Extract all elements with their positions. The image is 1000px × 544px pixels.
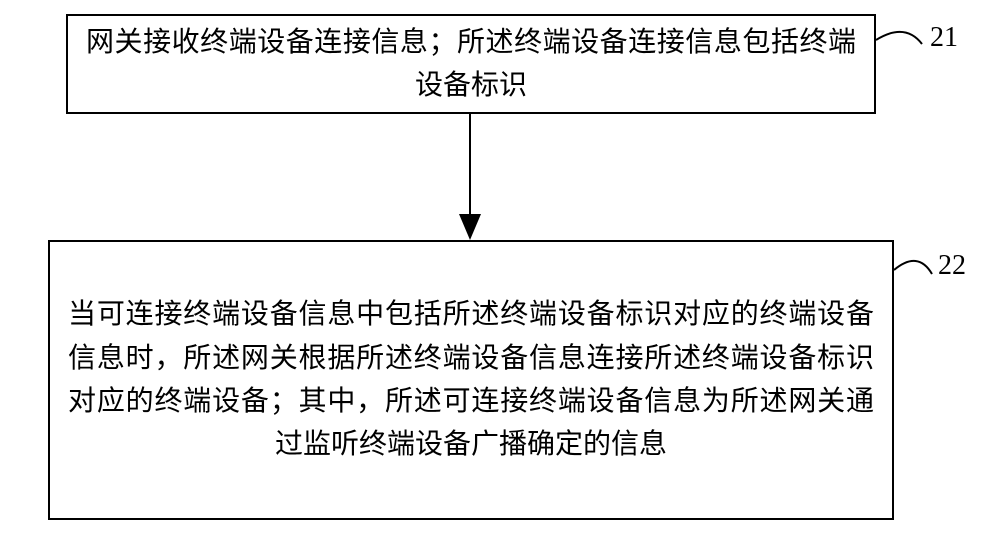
flow-step-2-text: 当可连接终端设备信息中包括所述终端设备标识对应的终端设备信息时，所述网关根据所述… [68, 293, 874, 467]
arrow-down-icon [459, 114, 481, 240]
flow-step-1: 网关接收终端设备连接信息；所述终端设备连接信息包括终端设备标识 [66, 14, 876, 114]
callout-label-22: 22 [938, 250, 966, 282]
flow-step-2: 当可连接终端设备信息中包括所述终端设备标识对应的终端设备信息时，所述网关根据所述… [48, 240, 894, 520]
flow-step-1-text: 网关接收终端设备连接信息；所述终端设备连接信息包括终端设备标识 [86, 21, 856, 108]
flowchart-canvas: 网关接收终端设备连接信息；所述终端设备连接信息包括终端设备标识 21 当可连接终… [0, 0, 1000, 544]
callout-label-21: 21 [930, 22, 958, 54]
callout-leaders [876, 32, 932, 274]
